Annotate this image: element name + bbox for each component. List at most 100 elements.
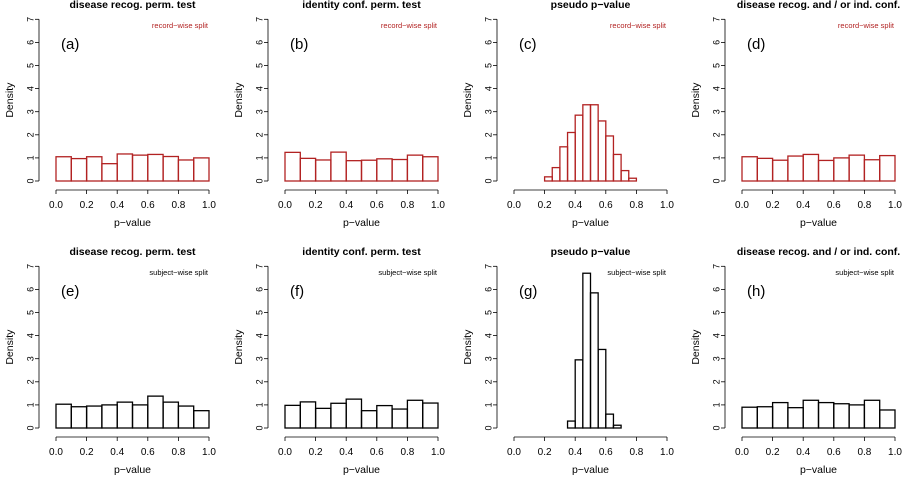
histogram-bar bbox=[787, 155, 804, 182]
x-axis-label: p−value bbox=[343, 217, 380, 229]
histogram-bar bbox=[597, 348, 607, 429]
y-tick-label: 7 bbox=[254, 17, 264, 22]
histogram-bar bbox=[863, 159, 881, 182]
y-tick-label: 2 bbox=[254, 132, 264, 137]
histogram-bar bbox=[628, 177, 638, 182]
histogram-bar bbox=[741, 156, 758, 182]
x-tick-label: 0.8 bbox=[857, 200, 871, 211]
histogram-bar bbox=[422, 156, 439, 182]
histogram-bar bbox=[345, 160, 363, 182]
x-axis-label: p−value bbox=[114, 464, 151, 476]
histogram-bar bbox=[376, 158, 393, 182]
x-tick-label: 0.2 bbox=[538, 200, 552, 211]
y-tick-label: 4 bbox=[711, 86, 721, 91]
x-tick-label: 0.6 bbox=[141, 447, 155, 458]
histogram-bar bbox=[391, 408, 409, 429]
y-tick-label: 1 bbox=[711, 155, 721, 160]
y-tick-label: 6 bbox=[254, 287, 264, 292]
x-tick-label: 0.2 bbox=[80, 447, 94, 458]
y-tick-label: 4 bbox=[25, 333, 35, 338]
x-tick-label: 0.2 bbox=[538, 447, 552, 458]
histogram-panel-d: disease recog. and / or ind. conf. record… bbox=[690, 0, 902, 229]
y-tick-label: 2 bbox=[483, 379, 493, 384]
y-tick-label: 5 bbox=[711, 310, 721, 315]
histogram-bar bbox=[406, 154, 424, 182]
histogram-bar bbox=[314, 407, 332, 429]
y-tick-label: 0 bbox=[483, 425, 493, 430]
panel-title: disease recog. and / or ind. conf. bbox=[737, 246, 900, 258]
histogram-bar bbox=[559, 146, 569, 182]
x-tick-label: 1.0 bbox=[431, 447, 445, 458]
y-tick-label: 0 bbox=[711, 425, 721, 430]
y-tick-label: 5 bbox=[254, 310, 264, 315]
split-label: record−wise split bbox=[381, 21, 438, 30]
x-axis-label: p−value bbox=[343, 464, 380, 476]
y-tick-label: 1 bbox=[711, 402, 721, 407]
histogram-bar bbox=[299, 157, 317, 182]
y-axis-label: Density bbox=[462, 82, 474, 118]
histogram-bar bbox=[574, 359, 584, 429]
x-tick-label: 0.8 bbox=[857, 447, 871, 458]
y-tick-label: 3 bbox=[483, 109, 493, 114]
histogram-bar bbox=[833, 403, 850, 429]
x-tick-label: 0.6 bbox=[141, 200, 155, 211]
histogram-bar bbox=[330, 151, 347, 182]
split-label: record−wise split bbox=[152, 21, 209, 30]
panel-title: pseudo p−value bbox=[551, 0, 631, 11]
y-tick-label: 6 bbox=[483, 287, 493, 292]
x-tick-label: 0.2 bbox=[766, 447, 780, 458]
y-tick-label: 2 bbox=[711, 132, 721, 137]
y-tick-label: 7 bbox=[483, 17, 493, 22]
histogram-bar bbox=[597, 120, 607, 182]
x-tick-label: 0.6 bbox=[599, 447, 613, 458]
panel-label: (e) bbox=[61, 283, 79, 300]
histogram-bar bbox=[330, 402, 347, 429]
histogram-bar bbox=[605, 135, 615, 182]
panel-label: (c) bbox=[519, 36, 537, 53]
panel-label: (f) bbox=[290, 283, 304, 300]
panel-label: (g) bbox=[519, 283, 537, 300]
histogram-bar bbox=[314, 159, 332, 182]
x-tick-label: 0.4 bbox=[568, 447, 582, 458]
y-tick-label: 7 bbox=[711, 17, 721, 22]
y-tick-label: 5 bbox=[483, 63, 493, 68]
y-tick-label: 2 bbox=[25, 132, 35, 137]
histogram-bar bbox=[741, 406, 758, 429]
y-tick-label: 6 bbox=[254, 40, 264, 45]
x-tick-label: 1.0 bbox=[431, 200, 445, 211]
y-tick-label: 3 bbox=[483, 356, 493, 361]
y-axis-label: Density bbox=[233, 82, 245, 118]
x-tick-label: 0.0 bbox=[507, 447, 521, 458]
histogram-bar bbox=[360, 159, 378, 182]
x-tick-label: 0.8 bbox=[171, 447, 185, 458]
y-tick-label: 6 bbox=[711, 40, 721, 45]
x-tick-label: 1.0 bbox=[660, 200, 674, 211]
x-tick-label: 0.0 bbox=[735, 200, 749, 211]
x-tick-label: 0.0 bbox=[735, 447, 749, 458]
histogram-bar bbox=[116, 153, 134, 182]
histogram-bar bbox=[756, 406, 774, 429]
y-tick-label: 3 bbox=[25, 356, 35, 361]
histogram-bar bbox=[101, 163, 118, 182]
y-tick-label: 4 bbox=[25, 86, 35, 91]
histogram-bar bbox=[589, 104, 599, 182]
y-tick-label: 5 bbox=[483, 310, 493, 315]
histogram-bar bbox=[131, 154, 149, 182]
histogram-bar bbox=[574, 114, 584, 182]
y-axis-label: Density bbox=[690, 82, 702, 118]
histogram-bar bbox=[177, 159, 195, 182]
x-axis-label: p−value bbox=[800, 464, 837, 476]
split-label: subject−wise split bbox=[378, 268, 437, 277]
histogram-bar bbox=[85, 156, 103, 182]
y-tick-label: 1 bbox=[254, 402, 264, 407]
histogram-panel-f: identity conf. perm. test subject−wise sp… bbox=[233, 246, 445, 476]
histogram-bar bbox=[612, 424, 622, 429]
histogram-bar bbox=[787, 407, 804, 429]
histogram-bar bbox=[193, 410, 210, 429]
split-label: record−wise split bbox=[610, 21, 667, 30]
split-label: subject−wise split bbox=[607, 268, 666, 277]
panel-label: (h) bbox=[747, 283, 765, 300]
x-tick-label: 0.2 bbox=[309, 200, 323, 211]
histogram-bar bbox=[147, 395, 164, 429]
